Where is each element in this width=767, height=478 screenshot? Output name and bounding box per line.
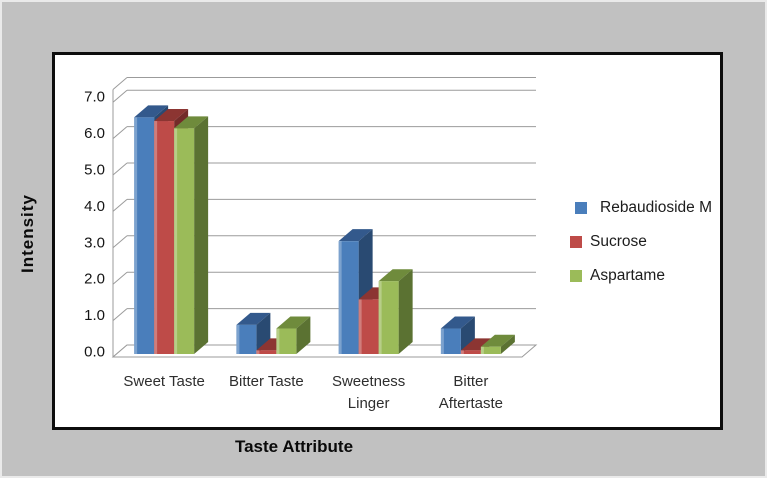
svg-text:Sweet Taste: Sweet Taste bbox=[123, 373, 204, 390]
bar-chart: 0.0 1.0 2.0 3.0 4.0 5.0 6.0 7.0 Sweet Taste Bitte… bbox=[84, 76, 538, 412]
chart-frame: 0.0 1.0 2.0 3.0 4.0 5.0 6.0 7.0 Sweet Taste Bitte… bbox=[52, 52, 723, 430]
legend-item-sucrose: Sucrose bbox=[570, 233, 712, 251]
svg-text:0.0: 0.0 bbox=[84, 344, 105, 361]
svg-text:Bitter: Bitter bbox=[453, 373, 488, 390]
legend-label: Aspartame bbox=[590, 267, 665, 284]
svg-text:2.0: 2.0 bbox=[84, 271, 105, 288]
svg-text:3.0: 3.0 bbox=[84, 234, 105, 251]
svg-text:Linger: Linger bbox=[348, 395, 390, 412]
svg-text:5.0: 5.0 bbox=[84, 162, 105, 179]
svg-text:4.0: 4.0 bbox=[84, 198, 105, 215]
svg-text:Aftertaste: Aftertaste bbox=[439, 395, 503, 412]
svg-text:6.0: 6.0 bbox=[84, 125, 105, 142]
svg-text:Bitter Taste: Bitter Taste bbox=[229, 373, 304, 390]
legend-label: Sucrose bbox=[590, 233, 647, 250]
legend-swatch-icon bbox=[570, 236, 582, 248]
svg-text:Sweetness: Sweetness bbox=[332, 373, 405, 390]
legend-item-rebaudioside-m: Rebaudioside M bbox=[570, 199, 712, 217]
chart-legend: Rebaudioside M Sucrose Aspartame bbox=[570, 199, 712, 301]
legend-swatch-icon bbox=[570, 270, 582, 282]
x-axis-title: Taste Attribute bbox=[234, 437, 354, 456]
svg-text:7.0: 7.0 bbox=[84, 89, 105, 106]
legend-item-aspartame: Aspartame bbox=[570, 267, 712, 285]
legend-swatch-icon bbox=[575, 202, 587, 214]
svg-text:1.0: 1.0 bbox=[84, 307, 105, 324]
legend-label: Rebaudioside M bbox=[600, 199, 713, 216]
y-axis-title: Intensity bbox=[18, 194, 37, 274]
